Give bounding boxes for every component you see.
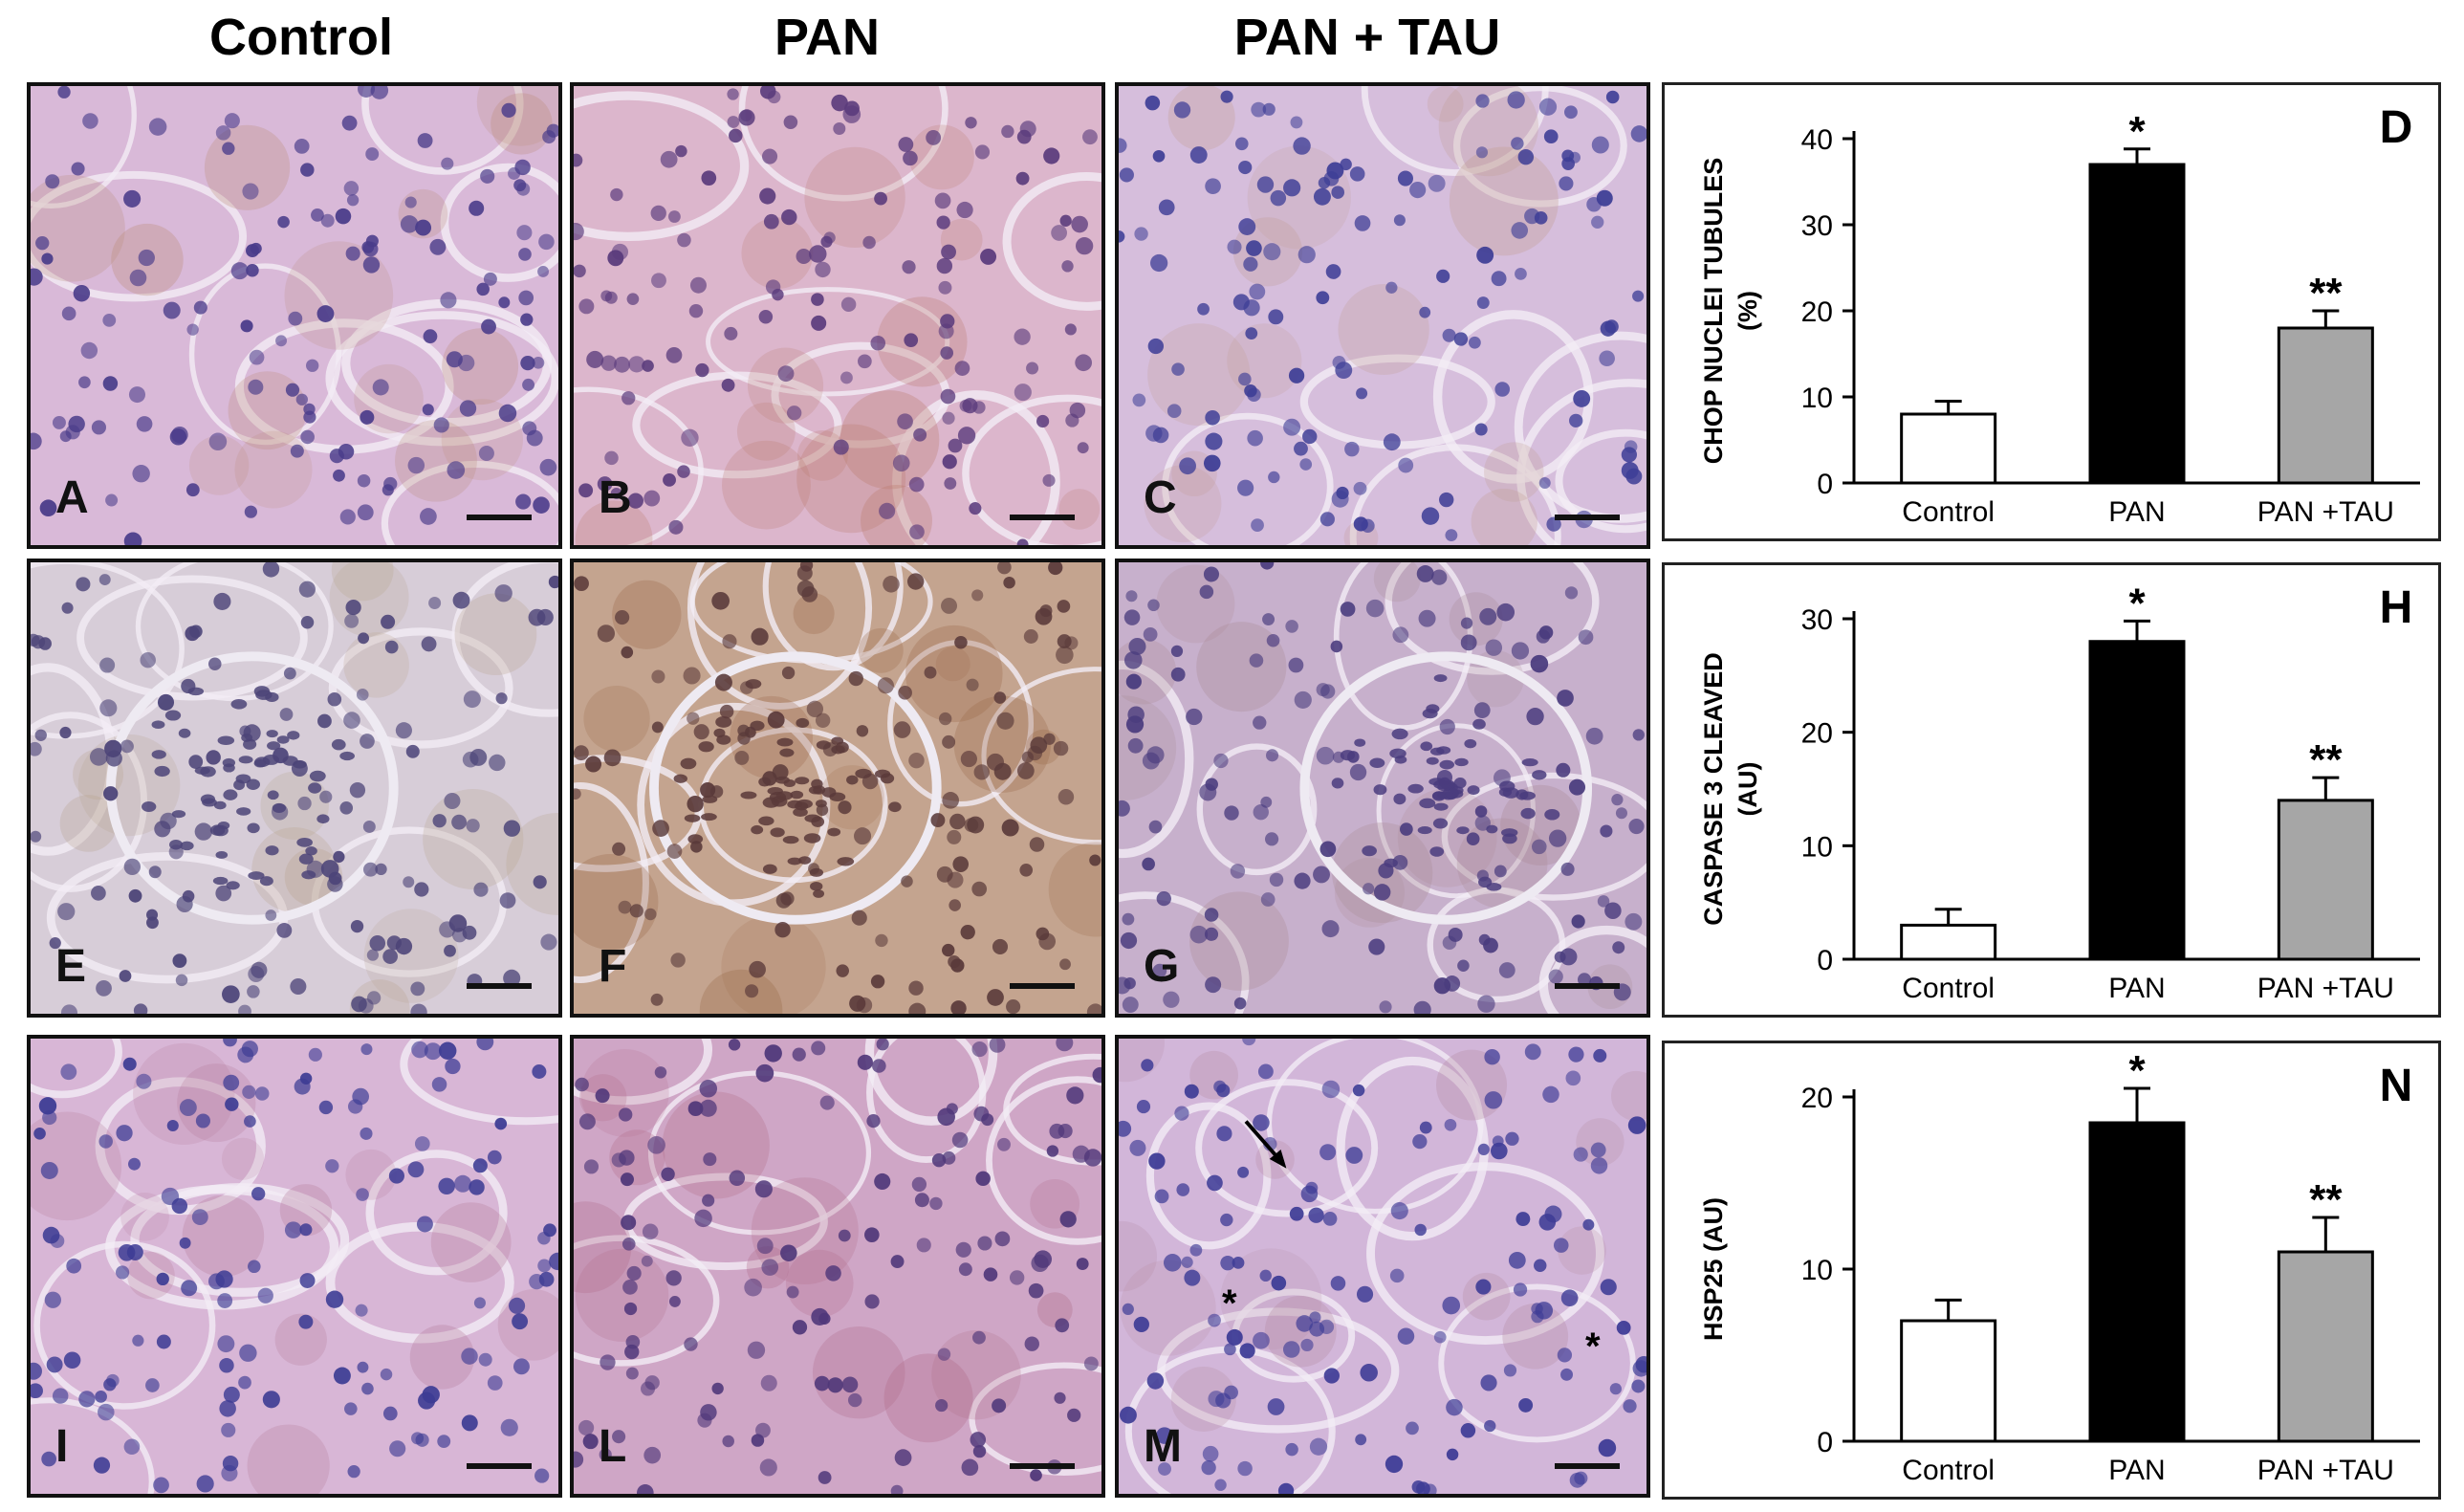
- x-category-label: Control: [1902, 973, 1995, 1004]
- scale-bar: [467, 515, 532, 520]
- y-tick-label: 0: [1817, 945, 1833, 976]
- bar: [2277, 799, 2374, 961]
- bar: [2088, 640, 2186, 961]
- panel-letter: F: [599, 941, 627, 992]
- asterisk-marker: *: [1222, 1282, 1237, 1325]
- micrograph-panel-g: G: [1115, 559, 1650, 1018]
- x-category-label: Control: [1902, 496, 1995, 528]
- chart-panel-d: 0 10 20 30 40 CHOP NUCLEI TUBULES (%) Control * P…: [1662, 82, 2441, 541]
- tissue-texture: [31, 86, 558, 545]
- chart-panel-letter: N: [2380, 1061, 2413, 1111]
- micrograph-panel-l: L: [570, 1035, 1105, 1498]
- y-tick-label: 20: [1801, 296, 1833, 328]
- y-tick-label: 0: [1817, 469, 1833, 500]
- y-tick-label: 20: [1801, 1083, 1833, 1114]
- micrograph-panel-e: E: [27, 559, 562, 1018]
- scale-bar: [1010, 1463, 1075, 1469]
- bar: [2277, 1250, 2374, 1443]
- bar-chart: 0 10 20 30 40 CHOP NUCLEI TUBULES (%) Control * P…: [1699, 102, 2420, 528]
- panel-letter: G: [1144, 941, 1180, 992]
- micrograph-panel-m: M * *: [1115, 1035, 1650, 1498]
- arrow-head: [1269, 1150, 1287, 1169]
- micrograph-panel-i: I: [27, 1035, 562, 1498]
- scale-bar: [1555, 1463, 1620, 1469]
- column-header-pan-tau: PAN + TAU: [1233, 9, 1501, 66]
- y-tick-label: 10: [1801, 383, 1833, 414]
- x-category-label: PAN: [2108, 973, 2165, 1004]
- significance-marker: **: [2309, 736, 2343, 783]
- scale-bar: [467, 1463, 532, 1469]
- asterisk-marker: *: [1585, 1326, 1601, 1368]
- y-axis-label-unit: (%): [1734, 291, 1762, 331]
- micrograph-panel-a: A: [27, 82, 562, 549]
- bar: [1900, 1319, 1997, 1443]
- significance-marker: *: [2128, 108, 2146, 155]
- panel-letter: I: [55, 1421, 69, 1472]
- panel-letter: B: [599, 472, 632, 523]
- scale-bar: [1010, 515, 1075, 520]
- bar: [2277, 326, 2374, 485]
- tissue-texture: [574, 86, 1101, 545]
- x-category-label: PAN +TAU: [2257, 496, 2394, 528]
- panel-letter: E: [55, 941, 87, 992]
- y-tick-label: 30: [1801, 210, 1833, 242]
- y-tick-label: 30: [1801, 604, 1833, 636]
- y-tick-label: 20: [1801, 718, 1833, 750]
- x-category-label: PAN: [2108, 1455, 2165, 1486]
- x-category-label: PAN +TAU: [2257, 973, 2394, 1004]
- y-tick-label: 0: [1817, 1427, 1833, 1458]
- tissue-texture: [1119, 86, 1646, 545]
- scale-bar: [1010, 983, 1075, 989]
- bar: [2088, 163, 2186, 485]
- tissue-texture: [574, 1039, 1101, 1494]
- tissue-texture: [1119, 1039, 1646, 1494]
- x-category-label: PAN +TAU: [2257, 1455, 2394, 1486]
- y-tick-label: 10: [1801, 831, 1833, 863]
- column-header-pan: PAN: [774, 9, 880, 66]
- significance-marker: *: [2128, 1047, 2146, 1094]
- bar: [2088, 1121, 2186, 1443]
- y-tick-label: 40: [1801, 124, 1833, 156]
- significance-marker: *: [2128, 580, 2146, 626]
- bar: [1900, 412, 1997, 485]
- panel-letter: L: [599, 1421, 627, 1472]
- panel-letter: M: [1144, 1421, 1182, 1472]
- arrow-icon: [1244, 1120, 1281, 1161]
- x-category-label: Control: [1902, 1455, 1995, 1486]
- annotation-layer: [1244, 1120, 1287, 1169]
- tissue-texture: [31, 1039, 558, 1494]
- micrograph-panel-b: B: [570, 82, 1105, 549]
- chart-panel-letter: H: [2380, 582, 2413, 633]
- y-axis-label: HSP25 (AU): [1699, 1197, 1728, 1341]
- y-axis-label: CHOP NUCLEI TUBULES: [1699, 158, 1728, 465]
- micrograph-panel-c: C: [1115, 82, 1650, 549]
- scale-bar: [467, 983, 532, 989]
- scale-bar: [1555, 515, 1620, 520]
- chart-panel-letter: D: [2380, 102, 2413, 153]
- y-tick-label: 10: [1801, 1255, 1833, 1286]
- panel-letter: A: [55, 472, 89, 523]
- tissue-texture: [31, 562, 558, 1014]
- chart-panel-n: 0 10 20 HSP25 (AU) Control * PAN ** PAN +TAU N: [1662, 1041, 2441, 1500]
- y-axis-label: CASPASE 3 CLEAVED: [1699, 652, 1728, 926]
- significance-marker: **: [2309, 1176, 2343, 1223]
- bar: [1900, 923, 1997, 961]
- column-header-control: Control: [209, 9, 393, 66]
- x-category-label: PAN: [2108, 496, 2165, 528]
- scale-bar: [1555, 983, 1620, 989]
- micrograph-panel-f: F: [570, 559, 1105, 1018]
- bar-chart: 0 10 20 30 CASPASE 3 CLEAVED (AU) Control * PAN *…: [1699, 580, 2420, 1004]
- tissue-texture: [1119, 562, 1646, 1014]
- panel-letter: C: [1144, 472, 1177, 523]
- y-axis-label-unit: (AU): [1734, 762, 1762, 817]
- bar-chart: 0 10 20 HSP25 (AU) Control * PAN ** PAN +TAU N: [1699, 1047, 2420, 1486]
- chart-panel-h: 0 10 20 30 CASPASE 3 CLEAVED (AU) Control * PAN *…: [1662, 562, 2441, 1018]
- significance-marker: **: [2309, 270, 2343, 317]
- tissue-texture: [574, 562, 1101, 1014]
